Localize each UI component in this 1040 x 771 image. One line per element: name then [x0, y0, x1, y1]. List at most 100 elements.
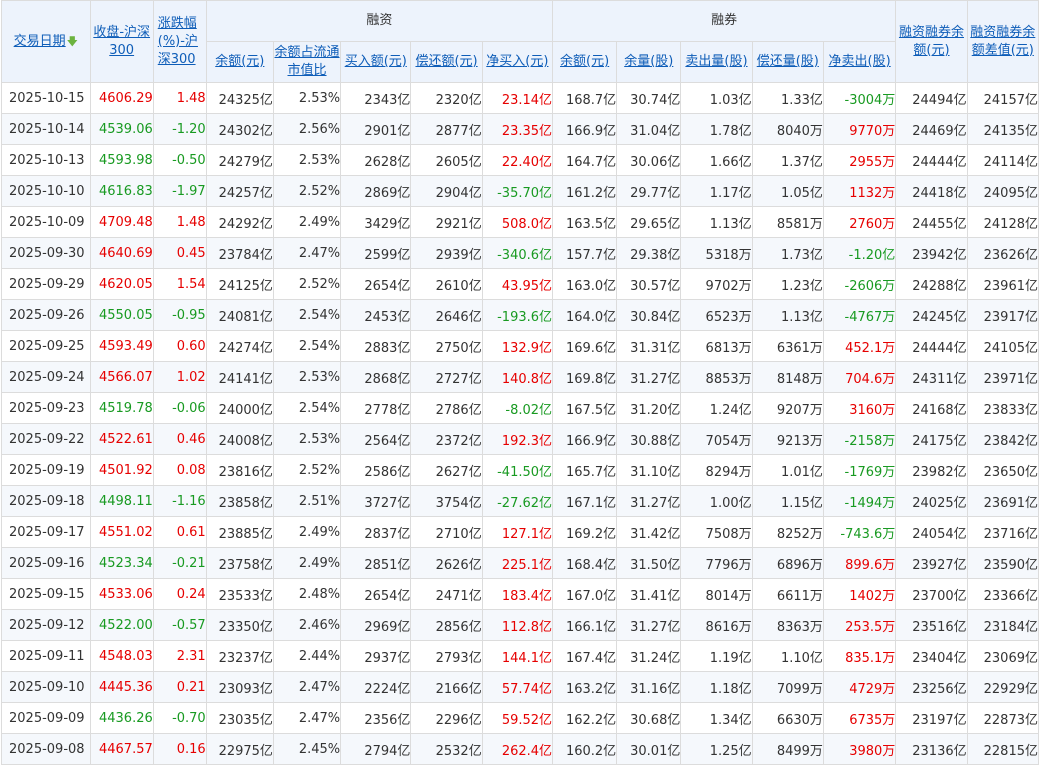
table-row: 2025-09-19 4501.92 0.08 23816亿 2.52% 2586亿 262…	[1, 454, 1040, 486]
sec-net-cell: -4767万	[822, 299, 897, 331]
fin-net-cell: 127.1亿	[481, 516, 554, 548]
fin-buy-cell: 2654亿	[340, 578, 412, 610]
sec-repay-cell: 8499万	[751, 733, 824, 765]
sec-volume-cell: 31.10亿	[616, 454, 682, 486]
table-row: 2025-09-25 4593.49 0.60 24274亿 2.54% 2883亿 275…	[1, 330, 1040, 362]
total-balance-cell: 23197亿	[895, 702, 968, 734]
header-fin-balance-label[interactable]: 余额(元)	[215, 54, 265, 69]
balance-diff-cell: 23184亿	[966, 609, 1040, 641]
balance-diff-cell: 23833亿	[966, 392, 1040, 424]
header-fin-repay-label[interactable]: 偿还额(元)	[415, 54, 478, 69]
fin-repay-cell: 2786亿	[410, 392, 483, 424]
balance-diff-cell: 23842亿	[966, 423, 1040, 455]
header-total-balance-label[interactable]: 融资融券余额(元)	[898, 24, 964, 58]
header-sec-volume-label[interactable]: 余量(股)	[624, 54, 674, 69]
fin-balance-cell: 23858亿	[205, 485, 274, 517]
sec-volume-cell: 31.42亿	[616, 516, 682, 548]
date-cell: 2025-09-10	[1, 671, 91, 703]
fin-ratio-cell: 2.47%	[272, 702, 342, 734]
sec-net-cell: 4729万	[822, 671, 897, 703]
fin-ratio-cell: 2.53%	[272, 361, 342, 393]
sec-sell-cell: 1.78亿	[680, 113, 753, 145]
sec-volume-cell: 29.77亿	[616, 175, 682, 207]
sec-net-cell: -2158万	[822, 423, 897, 455]
header-sec-repay[interactable]: 偿还量(股)	[751, 41, 824, 83]
header-group-financing: 融资	[205, 0, 554, 42]
sec-net-cell: 9770万	[822, 113, 897, 145]
fin-balance-cell: 24302亿	[205, 113, 274, 145]
header-total-balance[interactable]: 融资融券余额(元)	[895, 0, 968, 83]
change-cell: 0.21	[152, 671, 207, 703]
total-balance-cell: 24311亿	[895, 361, 968, 393]
total-balance-cell: 23982亿	[895, 454, 968, 486]
sec-repay-cell: 1.37亿	[751, 144, 824, 176]
fin-ratio-cell: 2.47%	[272, 237, 342, 269]
header-change-label[interactable]: 涨跌幅(%)-沪深300	[157, 15, 198, 67]
header-fin-balance[interactable]: 余额(元)	[205, 41, 274, 83]
change-cell: -1.20	[152, 113, 207, 145]
arrow-down-icon[interactable]: 🡇	[66, 34, 78, 48]
table-row: 2025-09-08 4467.57 0.16 22975亿 2.45% 2794亿 253…	[1, 733, 1040, 765]
header-trade-date[interactable]: 交易日期🡇	[1, 0, 91, 83]
header-trade-date-label[interactable]: 交易日期	[13, 33, 66, 49]
header-fin-buy[interactable]: 买入额(元)	[340, 41, 412, 83]
header-balance-diff[interactable]: 融资融券余额差值(元)	[966, 0, 1040, 83]
fin-ratio-cell: 2.54%	[272, 392, 342, 424]
header-sec-repay-label[interactable]: 偿还量(股)	[756, 54, 819, 69]
header-close-label[interactable]: 收盘-沪深300	[93, 24, 151, 58]
header-sec-sell[interactable]: 卖出量(股)	[680, 41, 753, 83]
sec-sell-cell: 1.34亿	[680, 702, 753, 734]
header-change[interactable]: 涨跌幅(%)-沪深300	[152, 0, 207, 83]
fin-net-cell: 132.9亿	[481, 330, 554, 362]
sec-volume-cell: 29.38亿	[616, 237, 682, 269]
close-cell: 4501.92	[89, 454, 154, 486]
header-sec-balance-label[interactable]: 余额(元)	[560, 54, 610, 69]
balance-diff-cell: 23366亿	[966, 578, 1040, 610]
fin-ratio-cell: 2.52%	[272, 268, 342, 300]
header-close[interactable]: 收盘-沪深300	[89, 0, 154, 83]
balance-diff-cell: 23069亿	[966, 640, 1040, 672]
sec-net-cell: 452.1万	[822, 330, 897, 362]
total-balance-cell: 23136亿	[895, 733, 968, 765]
sec-balance-cell: 166.9亿	[552, 423, 618, 455]
fin-repay-cell: 2921亿	[410, 206, 483, 238]
fin-net-cell: 23.14亿	[481, 82, 554, 114]
sec-balance-cell: 161.2亿	[552, 175, 618, 207]
fin-repay-cell: 2904亿	[410, 175, 483, 207]
fin-buy-cell: 3727亿	[340, 485, 412, 517]
change-cell: -0.06	[152, 392, 207, 424]
sec-volume-cell: 31.04亿	[616, 113, 682, 145]
date-cell: 2025-09-18	[1, 485, 91, 517]
balance-diff-cell: 24135亿	[966, 113, 1040, 145]
close-cell: 4522.61	[89, 423, 154, 455]
change-cell: -0.21	[152, 547, 207, 579]
close-cell: 4640.69	[89, 237, 154, 269]
header-sec-sell-label[interactable]: 卖出量(股)	[685, 54, 748, 69]
header-sec-net-label[interactable]: 净卖出(股)	[828, 54, 891, 69]
header-balance-diff-label[interactable]: 融资融券余额差值(元)	[970, 24, 1036, 58]
header-sec-balance[interactable]: 余额(元)	[552, 41, 618, 83]
header-sec-volume[interactable]: 余量(股)	[616, 41, 682, 83]
header-fin-ratio[interactable]: 余额占流通市值比	[272, 41, 342, 83]
fin-repay-cell: 2627亿	[410, 454, 483, 486]
sec-balance-cell: 166.9亿	[552, 113, 618, 145]
table-body: 2025-10-15 4606.29 1.48 24325亿 2.53% 2343亿 232…	[1, 82, 1040, 765]
header-fin-ratio-label[interactable]: 余额占流通市值比	[274, 45, 340, 78]
header-fin-buy-label[interactable]: 买入额(元)	[344, 54, 407, 69]
fin-net-cell: -41.50亿	[481, 454, 554, 486]
fin-buy-cell: 2868亿	[340, 361, 412, 393]
header-fin-repay[interactable]: 偿还额(元)	[410, 41, 483, 83]
close-cell: 4533.06	[89, 578, 154, 610]
header-fin-net-label[interactable]: 净买入(元)	[486, 54, 549, 69]
fin-balance-cell: 24257亿	[205, 175, 274, 207]
sec-net-cell: 899.6万	[822, 547, 897, 579]
sec-net-cell: -2606万	[822, 268, 897, 300]
sec-balance-cell: 163.5亿	[552, 206, 618, 238]
sec-sell-cell: 1.18亿	[680, 671, 753, 703]
change-cell: -0.95	[152, 299, 207, 331]
sec-sell-cell: 8014万	[680, 578, 753, 610]
header-fin-net[interactable]: 净买入(元)	[481, 41, 554, 83]
header-sec-net[interactable]: 净卖出(股)	[822, 41, 897, 83]
date-cell: 2025-09-24	[1, 361, 91, 393]
total-balance-cell: 24168亿	[895, 392, 968, 424]
